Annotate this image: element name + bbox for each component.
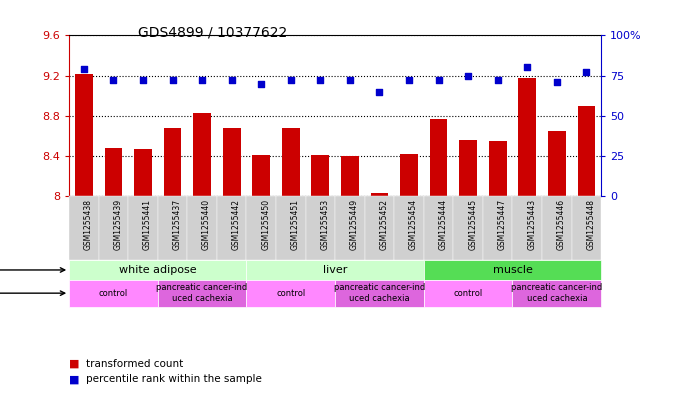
Text: GSM1255449: GSM1255449 bbox=[350, 199, 359, 250]
Text: GDS4899 / 10377622: GDS4899 / 10377622 bbox=[138, 26, 287, 40]
Text: GSM1255444: GSM1255444 bbox=[439, 199, 448, 250]
Text: GSM1255437: GSM1255437 bbox=[173, 199, 182, 250]
Bar bbox=[187, 196, 217, 260]
Bar bbox=[217, 196, 247, 260]
Bar bbox=[129, 196, 158, 260]
Bar bbox=[453, 196, 483, 260]
Point bbox=[226, 77, 237, 83]
Bar bbox=[252, 155, 270, 196]
Point bbox=[256, 81, 267, 87]
Text: pancreatic cancer-ind
uced cachexia: pancreatic cancer-ind uced cachexia bbox=[334, 283, 425, 303]
Bar bbox=[69, 280, 158, 307]
Bar bbox=[400, 154, 418, 196]
Text: GSM1255454: GSM1255454 bbox=[409, 199, 418, 250]
Point bbox=[492, 77, 503, 83]
Text: ■: ■ bbox=[69, 358, 79, 369]
Bar bbox=[276, 196, 305, 260]
Bar bbox=[424, 196, 453, 260]
Text: GSM1255451: GSM1255451 bbox=[291, 199, 300, 250]
Bar bbox=[430, 119, 448, 196]
Bar bbox=[483, 196, 513, 260]
Text: tissue: tissue bbox=[0, 265, 65, 275]
Bar bbox=[282, 128, 300, 196]
Point bbox=[462, 72, 473, 79]
Text: GSM1255447: GSM1255447 bbox=[498, 199, 507, 250]
Text: GSM1255452: GSM1255452 bbox=[379, 199, 388, 250]
Bar bbox=[247, 280, 335, 307]
Text: GSM1255439: GSM1255439 bbox=[113, 199, 122, 250]
Text: control: control bbox=[99, 289, 128, 298]
Point bbox=[108, 77, 119, 83]
Point bbox=[581, 69, 592, 75]
Point bbox=[374, 88, 385, 95]
Bar bbox=[223, 128, 240, 196]
Text: muscle: muscle bbox=[493, 265, 533, 275]
Text: disease state: disease state bbox=[0, 288, 65, 298]
Bar bbox=[513, 280, 601, 307]
Text: pancreatic cancer-ind
uced cachexia: pancreatic cancer-ind uced cachexia bbox=[511, 283, 603, 303]
Bar bbox=[335, 280, 424, 307]
Text: white adipose: white adipose bbox=[119, 265, 197, 275]
Point bbox=[551, 79, 562, 85]
Point bbox=[285, 77, 296, 83]
Text: control: control bbox=[276, 289, 305, 298]
Bar bbox=[104, 148, 122, 196]
Point bbox=[522, 64, 533, 71]
Point bbox=[344, 77, 355, 83]
Bar bbox=[341, 156, 359, 196]
Text: GSM1255446: GSM1255446 bbox=[557, 199, 566, 250]
Bar bbox=[69, 260, 247, 280]
Bar bbox=[134, 149, 152, 196]
Bar bbox=[513, 196, 542, 260]
Text: GSM1255450: GSM1255450 bbox=[261, 199, 270, 250]
Text: GSM1255443: GSM1255443 bbox=[527, 199, 536, 250]
Text: control: control bbox=[453, 289, 483, 298]
Point bbox=[433, 77, 444, 83]
Point bbox=[78, 66, 89, 72]
Text: GSM1255440: GSM1255440 bbox=[202, 199, 211, 250]
Bar bbox=[69, 196, 99, 260]
Text: liver: liver bbox=[323, 265, 348, 275]
Point bbox=[138, 77, 149, 83]
Bar bbox=[542, 196, 571, 260]
Text: transformed count: transformed count bbox=[86, 358, 184, 369]
Text: percentile rank within the sample: percentile rank within the sample bbox=[86, 374, 263, 384]
Bar bbox=[75, 73, 93, 196]
Bar bbox=[247, 196, 276, 260]
Bar bbox=[305, 196, 335, 260]
Bar bbox=[193, 113, 211, 196]
Bar bbox=[548, 131, 566, 196]
Bar bbox=[370, 193, 388, 196]
Bar bbox=[395, 196, 424, 260]
Bar bbox=[518, 77, 536, 196]
Text: GSM1255438: GSM1255438 bbox=[84, 199, 93, 250]
Point bbox=[196, 77, 207, 83]
Bar bbox=[158, 280, 247, 307]
Text: GSM1255441: GSM1255441 bbox=[143, 199, 152, 250]
Bar bbox=[164, 128, 182, 196]
Point bbox=[167, 77, 178, 83]
Bar bbox=[335, 196, 365, 260]
Text: pancreatic cancer-ind
uced cachexia: pancreatic cancer-ind uced cachexia bbox=[156, 283, 248, 303]
Bar bbox=[365, 196, 395, 260]
Text: GSM1255448: GSM1255448 bbox=[587, 199, 596, 250]
Bar bbox=[578, 106, 595, 196]
Text: GSM1255453: GSM1255453 bbox=[321, 199, 330, 250]
Bar bbox=[489, 141, 507, 196]
Bar bbox=[424, 260, 601, 280]
Point bbox=[404, 77, 415, 83]
Bar bbox=[158, 196, 187, 260]
Text: GSM1255442: GSM1255442 bbox=[231, 199, 240, 250]
Bar bbox=[312, 155, 329, 196]
Point bbox=[315, 77, 326, 83]
Bar bbox=[460, 140, 477, 196]
Bar bbox=[247, 260, 424, 280]
Bar bbox=[99, 196, 129, 260]
Text: ■: ■ bbox=[69, 374, 79, 384]
Bar bbox=[424, 280, 513, 307]
Text: GSM1255445: GSM1255445 bbox=[468, 199, 477, 250]
Bar bbox=[571, 196, 601, 260]
